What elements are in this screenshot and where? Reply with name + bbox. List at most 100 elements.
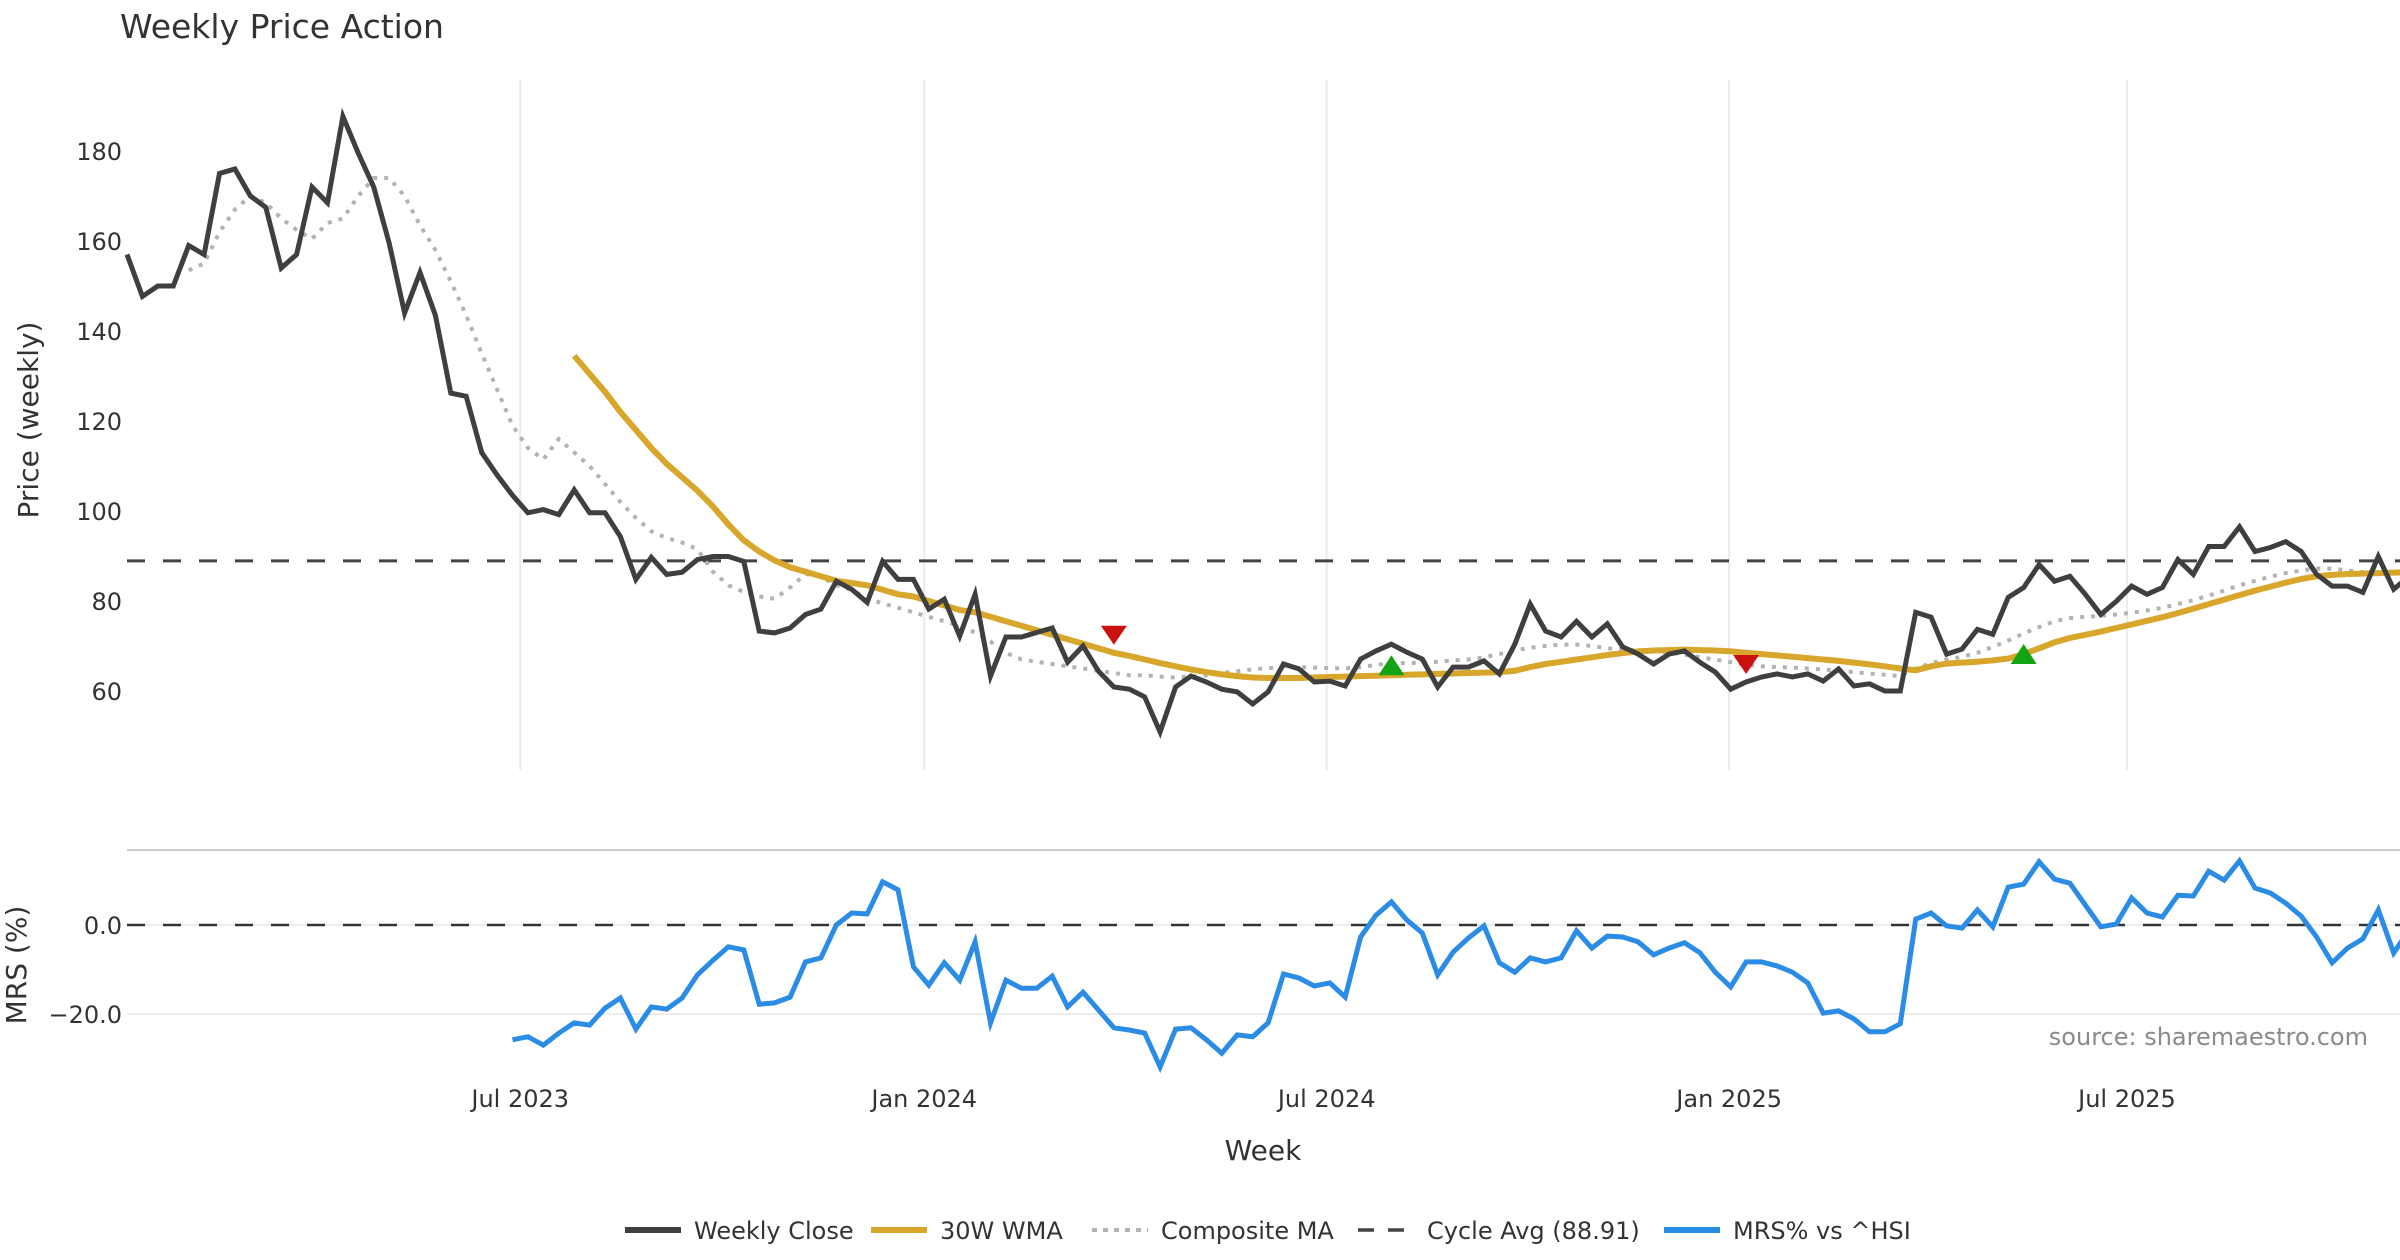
- weekly-close-point: [1219, 687, 1224, 692]
- weekly-close-point: [2114, 599, 2119, 604]
- mrs-point: [1512, 970, 1517, 975]
- weekly-close-point: [633, 577, 638, 582]
- legend-item: 30W WMA: [871, 1217, 1063, 1245]
- mrs-point: [803, 959, 808, 964]
- mrs-point: [1358, 935, 1363, 940]
- weekly-close-point: [1697, 660, 1702, 665]
- weekly-close-point: [2299, 549, 2304, 554]
- weekly-close-point: [1728, 687, 1733, 692]
- mrs-point: [2191, 894, 2196, 899]
- mrs-point: [2037, 859, 2042, 864]
- weekly-close-point: [1281, 662, 1286, 667]
- weekly-close-point: [1343, 684, 1348, 689]
- mrs-point: [1111, 1025, 1116, 1030]
- weekly-close-point: [2252, 549, 2257, 554]
- mrs-point: [2391, 951, 2396, 956]
- weekly-close-point: [1188, 674, 1193, 679]
- weekly-close-point: [279, 266, 284, 271]
- weekly-close-point: [741, 559, 746, 564]
- weekly-close-point: [510, 493, 515, 498]
- weekly-close-point: [2067, 574, 2072, 579]
- weekly-close-point: [1404, 650, 1409, 655]
- mrs-point: [1389, 899, 1394, 904]
- weekly-close-point: [464, 394, 469, 399]
- mrs-point: [1050, 974, 1055, 979]
- weekly-close-point: [865, 600, 870, 605]
- mrs-point: [1867, 1029, 1872, 1034]
- mrs-point: [2129, 895, 2134, 900]
- weekly-close-point: [1589, 635, 1594, 640]
- mrs-point: [680, 995, 685, 1000]
- weekly-close-point: [1805, 671, 1810, 676]
- mrs-line: [512, 856, 2400, 1074]
- weekly-close-point: [1821, 679, 1826, 684]
- mrs-point: [2052, 877, 2057, 882]
- legend-item: Composite MA: [1092, 1217, 1334, 1245]
- weekly-close-point: [217, 171, 222, 176]
- weekly-close-point: [1374, 648, 1379, 653]
- mrs-point: [2299, 914, 2304, 919]
- price-ytick-label: 120: [76, 408, 122, 436]
- weekly-close-point: [171, 284, 176, 289]
- mrs-point: [2222, 878, 2227, 883]
- mrs-point: [741, 947, 746, 952]
- weekly-close-point: [2037, 562, 2042, 567]
- mrs-point: [834, 923, 839, 928]
- mrs-point: [1697, 950, 1702, 955]
- legend-item: Cycle Avg (88.91): [1358, 1217, 1640, 1245]
- mrs-point: [1343, 995, 1348, 1000]
- mrs-point: [1913, 917, 1918, 922]
- weekly-close-point: [356, 151, 361, 156]
- mrs-point: [587, 1023, 592, 1028]
- mrs-point: [1620, 935, 1625, 940]
- weekly-close-point: [1867, 681, 1872, 686]
- price-gridlines: [519, 80, 2128, 770]
- mrs-point: [896, 887, 901, 892]
- x-tick-label: Jan 2024: [869, 1085, 977, 1113]
- weekly-close-point: [155, 284, 160, 289]
- composite-ma-line: [187, 176, 2400, 680]
- legend-label: Weekly Close: [694, 1217, 854, 1245]
- legend: Weekly Close 30W WMA Composite MA Cycle Avg…: [625, 1217, 1911, 1245]
- weekly-close-point: [1898, 689, 1903, 694]
- weekly-close-point: [572, 487, 577, 492]
- weekly-close-point: [803, 612, 808, 617]
- weekly-close-point: [2345, 584, 2350, 589]
- weekly-close-point: [1312, 680, 1317, 685]
- mrs-point: [973, 939, 978, 944]
- weekly-close-point: [957, 634, 962, 639]
- legend-label: Cycle Avg (88.91): [1427, 1217, 1640, 1245]
- weekly-close-point: [1559, 635, 1564, 640]
- weekly-close-point: [618, 534, 623, 539]
- mrs-point: [1821, 1011, 1826, 1016]
- mrs-point: [1790, 970, 1795, 975]
- mrs-point: [1528, 955, 1533, 960]
- weekly-close-point: [541, 507, 546, 512]
- mrs-point: [788, 995, 793, 1000]
- mrs-point: [1852, 1016, 1857, 1021]
- mrs-point: [1589, 946, 1594, 951]
- mrs-point: [525, 1034, 530, 1039]
- mrs-point: [865, 911, 870, 916]
- weekly-close-point: [2283, 539, 2288, 544]
- mrs-point: [1127, 1028, 1132, 1033]
- weekly-close-point: [310, 185, 315, 190]
- weekly-close-point: [1836, 666, 1841, 671]
- mrs-point: [1574, 928, 1579, 933]
- weekly-close-point: [1235, 689, 1240, 694]
- mrs-point: [2067, 881, 2072, 886]
- weekly-close-point: [1358, 657, 1363, 662]
- mrs-point: [633, 1027, 638, 1032]
- weekly-close-point: [479, 450, 484, 455]
- mrs-point: [1188, 1025, 1193, 1030]
- mrs-point: [926, 983, 931, 988]
- weekly-close-point: [1204, 680, 1209, 685]
- mrs-point: [1990, 924, 1995, 929]
- mrs-point: [1081, 990, 1086, 995]
- weekly-close-point: [140, 294, 145, 299]
- mrs-point: [2083, 902, 2088, 907]
- price-ytick-label: 80: [91, 588, 122, 616]
- mrs-point: [1836, 1008, 1841, 1013]
- mrs-point: [2345, 946, 2350, 951]
